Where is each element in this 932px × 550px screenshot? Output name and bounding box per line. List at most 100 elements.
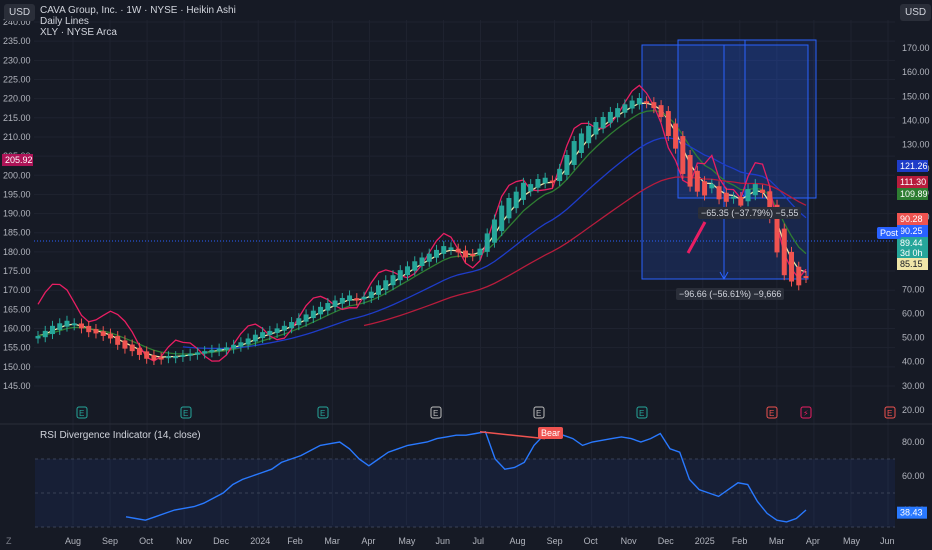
price-tag-label: 85.15	[900, 259, 923, 269]
time-tick-label: Mar	[324, 536, 340, 546]
candle-body	[716, 186, 722, 200]
candle-body	[216, 348, 222, 352]
time-tick-label: Oct	[139, 536, 154, 546]
rsi-title[interactable]: RSI Divergence Indicator (14, close)	[40, 430, 201, 441]
candle-body	[238, 342, 244, 347]
candle-body	[426, 253, 432, 262]
candle-body	[339, 297, 345, 304]
left-tick-label: 215.00	[3, 113, 31, 123]
left-price-axis: 240.00 235.00 230.00 225.00 220.00 215.00 210.…	[3, 17, 31, 391]
earnings-marker-label: E	[183, 409, 188, 418]
left-tick-label: 235.00	[3, 36, 31, 46]
price-tag-label: 205.92	[5, 155, 33, 165]
candle-body	[781, 228, 787, 276]
candle-body	[542, 177, 548, 184]
earnings-marker	[430, 406, 442, 419]
candle-body	[528, 184, 534, 192]
candle-body	[578, 133, 584, 153]
left-tick-label: 170.00	[3, 285, 31, 295]
candle-body	[484, 233, 490, 252]
earnings-marker	[533, 406, 545, 419]
candle-body	[158, 357, 164, 360]
earnings-marker	[800, 406, 812, 419]
time-tick-label: Sep	[547, 536, 563, 546]
right-tick-label: 70.00	[902, 284, 925, 294]
left-tick-label: 240.00	[3, 17, 31, 27]
right-tick-label: 60.00	[902, 308, 925, 318]
candle-body	[644, 101, 650, 104]
candle-body	[274, 328, 280, 334]
bear-divergence-line	[479, 431, 546, 440]
candle-body	[390, 275, 396, 286]
candle-body	[455, 248, 461, 253]
time-tick-label: Feb	[287, 536, 303, 546]
price-tag-label: 109.89	[900, 189, 928, 199]
candle-body	[535, 179, 541, 188]
price-tag-label: 89.44	[900, 238, 923, 248]
right-tick-label: 50.00	[902, 333, 925, 343]
candle-body	[281, 325, 287, 331]
earnings-marker	[76, 406, 88, 419]
legend-title[interactable]: CAVA Group, Inc. · 1W · NYSE · Heikin As…	[40, 5, 236, 16]
timezone-button[interactable]: Z	[6, 536, 12, 546]
candle-body	[310, 310, 316, 319]
right-tick-label: 150.00	[902, 91, 930, 101]
earnings-marker-label: ⚡	[803, 409, 809, 418]
time-tick-label: Apr	[361, 536, 375, 546]
candle-body	[361, 296, 367, 300]
price-tag	[897, 188, 928, 200]
candle-body	[760, 189, 766, 193]
candle-body	[658, 105, 664, 117]
rsi-line	[125, 431, 807, 523]
left-tick-label: 210.00	[3, 132, 31, 142]
earnings-marker-label: E	[639, 409, 644, 418]
candle-series	[35, 93, 809, 365]
candle-body	[499, 205, 505, 232]
rsi-last-value: 38.43	[900, 508, 923, 518]
candle-body	[709, 184, 715, 189]
candle-body	[774, 204, 780, 253]
rsi-last-value-tag	[897, 506, 927, 519]
candle-body	[441, 246, 447, 254]
currency-right-button[interactable]: USD	[900, 4, 932, 21]
right-tick-label: 160.00	[902, 67, 930, 77]
candle-body	[673, 123, 679, 149]
legend-daily-lines[interactable]: Daily Lines	[40, 16, 89, 27]
price-tag-label: 90.28	[900, 214, 923, 224]
time-tick-label: Sep	[102, 536, 118, 546]
candle-body	[702, 181, 708, 196]
rsi-tick-label: 60.00	[902, 471, 925, 481]
event-markers: E E E E E E E ⚡ E	[76, 406, 896, 419]
candle-body	[136, 347, 142, 355]
candle-body	[49, 325, 55, 335]
candle-body	[433, 249, 439, 258]
ema-red-line	[363, 176, 807, 327]
candle-body	[789, 251, 795, 282]
time-tick-label: Dec	[658, 536, 675, 546]
candle-body	[448, 247, 454, 250]
currency-left-button[interactable]: USD	[4, 4, 36, 21]
earnings-marker	[180, 406, 192, 419]
candle-body	[491, 219, 497, 243]
earnings-marker-label: E	[320, 409, 325, 418]
candle-body	[180, 354, 186, 357]
candle-body	[42, 330, 48, 338]
candle-body	[223, 347, 229, 350]
candle-body	[651, 102, 657, 109]
price-tag-label: 90.25	[900, 226, 923, 236]
candle-body	[296, 318, 302, 326]
candle-body	[745, 189, 751, 202]
candle-body	[397, 270, 403, 281]
right-tick-label: 170.00	[902, 43, 930, 53]
right-tick-label: 130.00	[902, 140, 930, 150]
candle-body	[35, 335, 41, 339]
candle-body	[231, 344, 237, 349]
candle-body	[78, 323, 84, 329]
box-label-lower: −96.66 (−56.61%) −9,666	[676, 288, 785, 300]
right-tick-label: 40.00	[902, 357, 925, 367]
measure-box	[34, 39, 895, 281]
candle-body	[187, 353, 193, 356]
legend-xly[interactable]: XLY · NYSE Arca	[40, 27, 117, 38]
price-tag	[897, 213, 928, 225]
